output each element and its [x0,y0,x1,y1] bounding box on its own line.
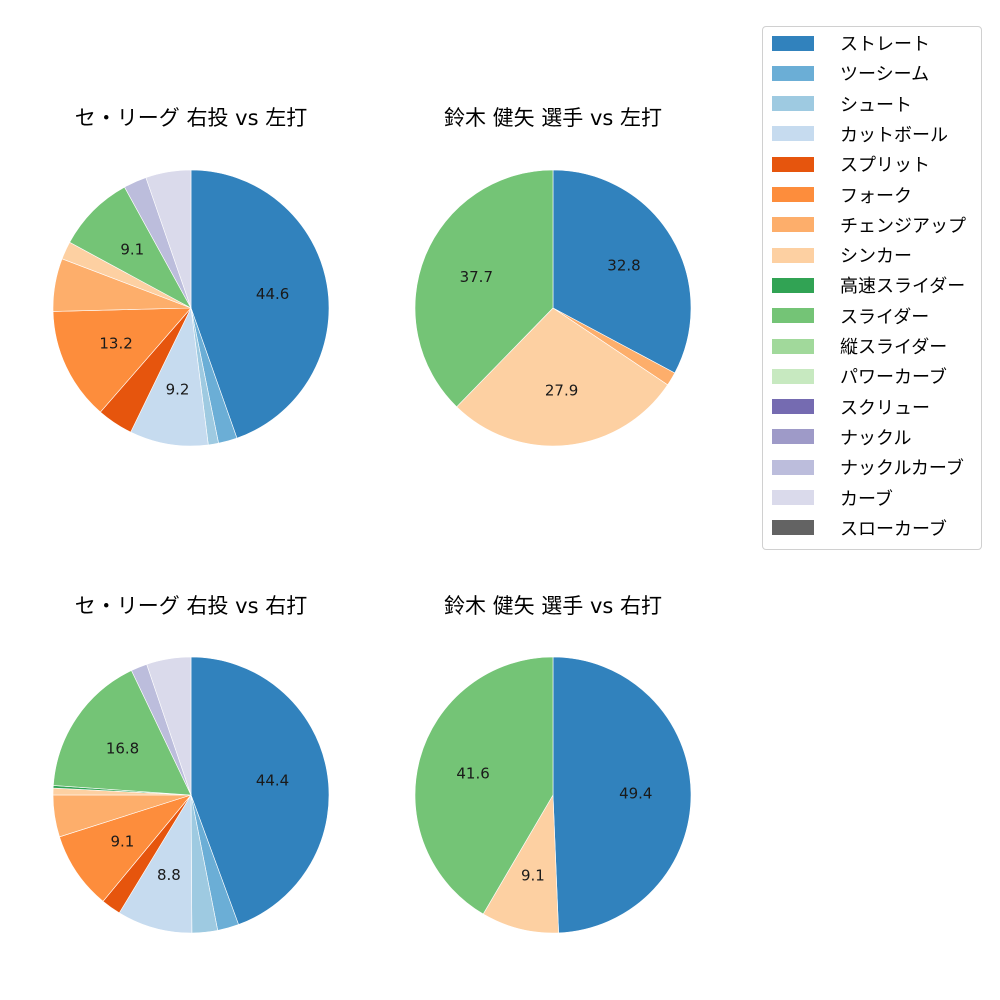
legend-swatch [772,338,814,354]
slice-value-label: 49.4 [619,784,652,802]
pie-slice [190,169,330,439]
slice-value-label: 37.7 [460,268,493,286]
pie-slice [146,656,192,796]
legend-label: スクリュー [840,397,930,419]
slice-value-label: 9.1 [110,832,134,850]
legend-swatch [772,308,814,324]
chart-title: セ・リーグ 右投 vs 左打 [74,106,308,130]
pie-slice [190,656,330,925]
legend-label: 縦スライダー [840,337,948,358]
legend-swatch [772,520,814,536]
legend-swatch [772,277,814,293]
legend-item: スプリット [772,152,930,176]
pie-slice [53,670,192,796]
legend-label: フォーク [840,185,912,207]
legend-swatch [772,187,814,202]
pie-slice [482,793,559,934]
slice-value-label: 27.9 [545,381,578,399]
legend-swatch [772,368,814,384]
legend-item: スローカーブ [772,516,947,540]
legend-item: フォーク [772,183,912,207]
slice-value-label: 8.8 [157,866,181,884]
legend-label: ナックルカーブ [840,458,964,480]
pie-slice [552,656,692,934]
slice-value-label: 9.1 [120,241,144,259]
legend-item: シンカー [772,243,912,267]
legend-swatch [772,96,814,112]
legend-item: パワーカーブ [772,364,947,388]
legend-item: カットボール [772,122,948,146]
chart-title: 鈴木 健矢 選手 vs 右打 [443,594,663,618]
pie-slice [145,169,192,309]
pie-slice [456,307,669,447]
slice-value-label: 13.2 [99,334,132,352]
legend-item: スクリュー [772,395,930,419]
legend-swatch [772,156,814,172]
legend-label: シュート [840,94,912,116]
legend-label: カーブ [840,488,893,510]
pie-slice [52,307,192,413]
pie-slice [130,306,209,447]
chart-title: セ・リーグ 右投 vs 右打 [74,594,308,618]
legend-swatch [772,35,814,51]
legend-label: パワーカーブ [840,367,947,389]
slice-value-label: 44.4 [256,772,289,790]
legend-item: ツーシーム [772,61,929,85]
chart-title: 鈴木 健矢 選手 vs 左打 [443,106,663,130]
legend-label: ストレート [840,34,930,55]
legend-swatch [772,399,814,415]
legend-swatch [772,217,814,233]
pie-slice [552,169,692,374]
pie-slice [69,186,192,309]
legend-label: ナックル [840,427,912,449]
legend-label: チェンジアップ [840,215,966,237]
pie-slice [59,794,192,902]
legend-swatch [772,490,814,505]
legend-item: 高速スライダー [772,273,965,297]
legend-item: カーブ [772,486,893,510]
legend-swatch [772,65,814,81]
legend-label: カットボール [840,124,948,146]
legend-label: ツーシーム [840,64,930,86]
legend-item: スライダー [772,304,929,328]
slice-value-label: 41.6 [456,764,489,782]
legend-item: ナックルカーブ [772,455,964,479]
pie-slice [414,169,554,408]
pie-slice [414,656,554,915]
legend-swatch [772,126,814,142]
legend-item: 縦スライダー [772,334,947,358]
legend-label: シンカー [840,246,912,268]
slice-value-label: 9.1 [521,866,545,884]
slice-value-label: 44.6 [256,285,289,303]
slice-value-label: 9.2 [166,381,190,399]
legend-swatch [772,429,814,445]
legend-swatch [772,247,814,263]
legend-item: ナックル [772,425,911,449]
slice-value-label: 16.8 [106,739,139,757]
legend-label: スライダー [840,306,930,328]
legend-label: スローカーブ [840,518,947,540]
slice-value-label: 32.8 [607,256,640,274]
legend-label: 高速スライダー [840,276,966,298]
legend-item: チェンジアップ [772,213,966,237]
legend-swatch [772,459,814,475]
legend-item: ストレート [772,31,930,55]
legend-label: スプリット [840,155,930,177]
legend-item: シュート [772,92,912,116]
legend: ストレートツーシームシュートカットボール スプリットフォークチェンジアップ シンカー… [762,26,982,550]
